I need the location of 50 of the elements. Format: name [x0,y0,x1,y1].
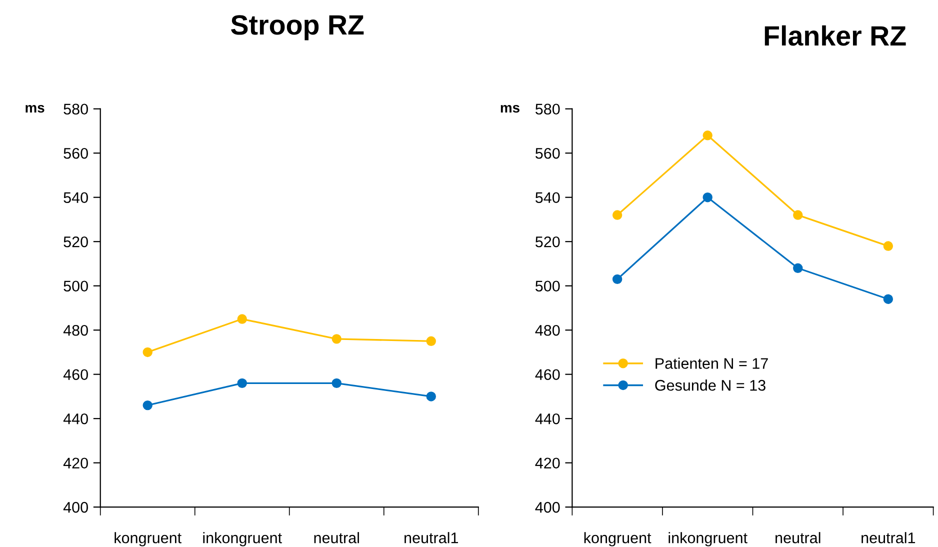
x-tick-label: neutral1 [404,532,458,544]
legend-label: Patienten N = 17 [656,358,768,369]
x-tick-label: neutral [776,532,820,544]
point [426,392,436,402]
y-tick-label: 460 [63,369,88,380]
point [702,192,712,202]
y-tick-label: 440 [63,413,88,424]
point [426,336,436,346]
point [142,400,152,410]
y-axis-title: ms [26,104,44,113]
point [793,210,803,220]
point [612,274,622,284]
point [612,210,622,220]
y-tick-label: 420 [535,458,560,469]
y-tick-label: 560 [64,148,88,159]
chart-title: Stroop RZ [231,15,364,40]
point [332,334,342,344]
y-tick-label: 500 [64,280,88,292]
point [142,347,152,358]
y-tick-label: 540 [64,192,88,204]
y-tick-label: 500 [536,280,560,292]
y-tick-label: 540 [536,192,560,204]
legend-label: Gesunde N = 13 [655,380,766,391]
point [332,378,342,388]
x-tick-label: inkongruent [203,532,282,546]
point [237,378,247,388]
chart-title: Flanker RZ [764,25,906,46]
y-tick-label: 440 [535,413,560,424]
y-tick-label: 460 [535,369,560,380]
y-tick-label: 480 [535,324,560,336]
y-tick-label: 580 [64,104,88,115]
y-tick-label: 400 [63,502,88,513]
point [702,130,712,140]
point [793,263,803,273]
point [883,241,894,251]
point [237,314,247,324]
x-tick-label: kongruent [114,532,182,546]
y-tick-label: 580 [536,104,560,115]
y-axis-title: ms [500,104,520,113]
x-tick-label: neutral [314,532,359,544]
x-tick-label: inkongruent [668,532,748,546]
y-tick-label: 520 [536,236,560,248]
y-tick-label: 520 [64,236,88,248]
y-tick-label: 480 [63,324,88,336]
y-tick-label: 420 [63,458,88,469]
point [883,294,894,304]
x-tick-label: neutral1 [862,532,916,544]
y-tick-label: 560 [536,148,560,159]
y-tick-label: 400 [535,502,560,513]
x-tick-label: kongruent [584,532,652,546]
